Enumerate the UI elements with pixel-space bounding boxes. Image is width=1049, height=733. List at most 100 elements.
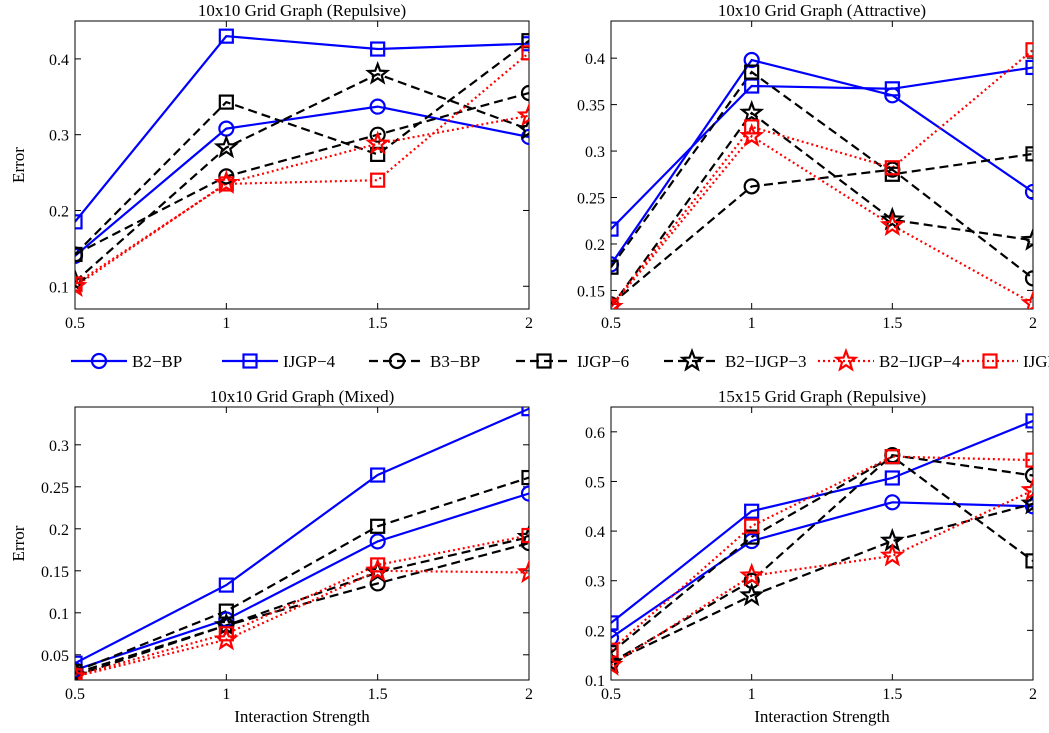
y-tick-label: 0.15 — [577, 283, 605, 300]
legend-label: IJGP−8 — [1023, 352, 1049, 371]
series-line-4 — [611, 70, 1033, 268]
x-tick-label: 1 — [748, 686, 756, 703]
data-point — [520, 485, 529, 502]
data-point — [1024, 498, 1033, 515]
y-tick-label: 0.5 — [585, 474, 605, 491]
x-tick-label: 2 — [1029, 315, 1037, 332]
series-line-1 — [75, 105, 529, 257]
data-point — [879, 542, 905, 567]
plot-area-frame — [610, 20, 1034, 310]
chart-title: 15x15 Grid Graph (Repulsive) — [718, 387, 926, 406]
data-point — [744, 64, 760, 80]
y-tick-label: 0.35 — [577, 98, 605, 115]
y-tick-label: 0.3 — [585, 144, 605, 161]
data-point — [739, 562, 765, 587]
data-point — [370, 467, 386, 483]
x-axis-label: Interaction Strength — [234, 707, 370, 726]
y-tick-label: 0.2 — [49, 522, 69, 539]
series-line-6 — [611, 134, 1033, 308]
data-point — [884, 160, 900, 176]
chart-title: 10x10 Grid Graph (Repulsive) — [198, 1, 406, 20]
data-point — [1025, 59, 1033, 76]
x-tick-label: 1.5 — [368, 686, 388, 703]
data-point — [884, 470, 900, 486]
series-line-7 — [611, 455, 1033, 652]
data-point — [879, 212, 905, 237]
data-point — [744, 503, 760, 519]
y-tick-label: 0.3 — [585, 574, 605, 591]
series-line-1 — [611, 58, 1033, 266]
series-line-5 — [611, 502, 1033, 664]
data-point — [744, 529, 760, 545]
data-point — [520, 84, 529, 102]
series-line-6 — [75, 114, 529, 288]
legend-label: B2−BP — [132, 352, 182, 371]
legend-label: B3−BP — [430, 352, 480, 371]
chart-panel-2 — [610, 20, 1034, 310]
y-tick-label: 0.2 — [585, 237, 605, 254]
legend-label: B2−IJGP−4 — [879, 352, 961, 371]
x-tick-label: 1 — [222, 686, 230, 703]
data-point — [611, 221, 619, 237]
data-point — [739, 582, 765, 607]
y-tick-label: 0.25 — [41, 480, 69, 497]
data-point — [218, 626, 234, 642]
y-axis-label: Error — [9, 525, 28, 561]
y-tick-label: 0.3 — [49, 128, 69, 145]
legend-label: IJGP−4 — [283, 352, 336, 371]
series-line-7 — [611, 48, 1033, 307]
data-point — [1025, 553, 1033, 569]
series-line-5 — [611, 111, 1033, 308]
data-point — [1024, 270, 1033, 287]
data-point — [743, 51, 760, 69]
x-tick-label: 0.5 — [601, 315, 621, 332]
data-point — [521, 45, 529, 61]
legend: B2−BP IJGP−4 B3−BP IJGP−6 B2−IJGP−3 B2−IJGP−4… — [71, 347, 1049, 372]
data-point — [884, 449, 900, 465]
data-point — [520, 128, 529, 146]
data-point — [1020, 227, 1033, 251]
data-point — [370, 41, 386, 57]
data-point — [370, 172, 386, 188]
data-point — [75, 276, 83, 292]
series-line-1 — [75, 492, 529, 671]
data-point — [884, 494, 901, 511]
series-line-3 — [75, 542, 529, 675]
data-point — [1024, 467, 1033, 484]
x-tick-label: 0.5 — [601, 686, 621, 703]
legend-marker-7 — [982, 353, 998, 369]
x-axis-label: Interaction Strength — [754, 707, 890, 726]
legend-marker-5 — [679, 347, 705, 372]
y-tick-label: 0.3 — [49, 438, 69, 455]
chart-panel-3 — [74, 406, 530, 681]
data-point — [370, 557, 386, 573]
data-point — [1025, 452, 1033, 468]
series-line-6 — [611, 489, 1033, 667]
data-point — [611, 629, 620, 646]
chart-panel-1 — [74, 20, 530, 310]
chart-panel-4 — [610, 406, 1034, 681]
data-point — [516, 559, 529, 584]
data-point — [1020, 477, 1033, 502]
data-point — [369, 98, 386, 115]
x-tick-label: 1 — [748, 315, 756, 332]
data-point — [884, 81, 900, 97]
y-tick-label: 0.4 — [585, 51, 605, 68]
data-point — [75, 246, 83, 263]
series-line-3 — [611, 453, 1033, 664]
data-point — [521, 527, 529, 544]
y-tick-label: 0.1 — [49, 606, 69, 623]
data-point — [75, 655, 83, 671]
data-point — [879, 206, 905, 231]
data-point — [1025, 146, 1033, 162]
data-point — [218, 94, 234, 110]
data-point — [521, 33, 529, 49]
series-line-3 — [611, 168, 1033, 306]
series-line-2 — [75, 407, 529, 665]
x-tick-label: 1.5 — [882, 686, 902, 703]
chart-title: 10x10 Grid Graph (Mixed) — [210, 387, 395, 406]
series-line-7 — [75, 51, 529, 285]
data-point — [1025, 42, 1033, 58]
legend-marker-3 — [388, 352, 406, 370]
plot-area-frame — [74, 20, 530, 310]
